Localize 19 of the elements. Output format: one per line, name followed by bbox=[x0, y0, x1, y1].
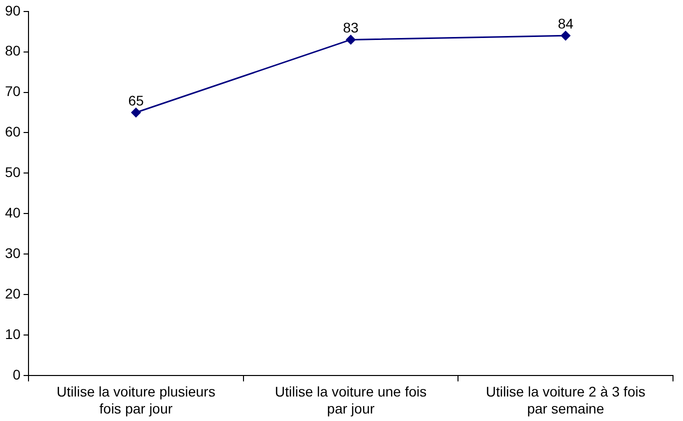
y-tick-label: 40 bbox=[4, 204, 21, 220]
y-tick-label: 0 bbox=[12, 366, 21, 382]
x-tick-label: Utilise la voiture 2 à 3 fois par semaine bbox=[486, 384, 646, 416]
y-tick-label: 90 bbox=[4, 2, 21, 18]
y-tick-label: 70 bbox=[4, 83, 21, 100]
y-tick-label: 30 bbox=[4, 244, 21, 261]
y-tick-label: 10 bbox=[4, 326, 21, 342]
y-tick-label: 80 bbox=[4, 42, 21, 59]
x-tick-label: Utilise la voiture plusieurs fois par jour bbox=[56, 384, 216, 416]
y-tick-label: 50 bbox=[4, 164, 21, 180]
point bbox=[346, 34, 356, 44]
data-label: 65 bbox=[128, 92, 144, 108]
y-tick-label: 20 bbox=[4, 285, 21, 302]
data-label: 84 bbox=[558, 16, 574, 32]
data-label: 83 bbox=[342, 20, 359, 36]
x-tick-label: Utilise la voiture une fois par jour bbox=[274, 384, 427, 416]
point bbox=[560, 30, 570, 40]
y-tick-label: 60 bbox=[4, 124, 21, 140]
point bbox=[131, 108, 141, 118]
